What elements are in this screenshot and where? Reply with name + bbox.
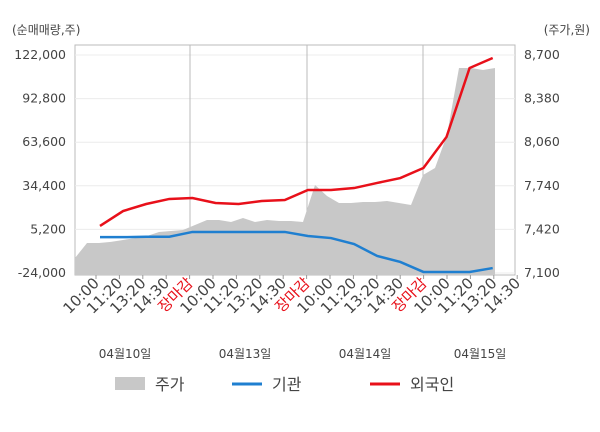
y-tick-label: -24,000 xyxy=(18,265,66,280)
y2-tick-label: 7,420 xyxy=(524,221,560,236)
legend-label: 기관 xyxy=(272,375,302,394)
y2-tick-label: 8,380 xyxy=(524,91,560,106)
y2-tick-label: 7,740 xyxy=(524,178,560,193)
y-tick-label: 92,800 xyxy=(22,91,66,106)
y-tick-label: 34,400 xyxy=(22,178,66,193)
legend-label: 주가 xyxy=(155,375,185,394)
y2-tick-label: 8,700 xyxy=(524,47,560,62)
y-tick-label: 122,000 xyxy=(14,47,66,62)
y-tick-label: 63,600 xyxy=(22,134,66,149)
y-axis-title: (순매매량,주) xyxy=(12,23,80,37)
date-label: 04월14일 xyxy=(339,347,392,361)
price-area xyxy=(75,67,495,275)
legend-swatch xyxy=(115,377,145,390)
y2-axis-title: (주가,원) xyxy=(544,23,590,37)
legend-label: 외국인 xyxy=(410,375,454,394)
flow-line xyxy=(100,230,493,274)
date-label: 04월10일 xyxy=(99,347,152,361)
flow-line xyxy=(99,56,494,228)
date-label: 04월13일 xyxy=(219,347,272,361)
y2-tick-label: 8,060 xyxy=(524,134,560,149)
y2-tick-label: 7,100 xyxy=(524,265,560,280)
date-label: 04월15일 xyxy=(454,347,507,361)
y-tick-label: 5,200 xyxy=(30,221,66,236)
